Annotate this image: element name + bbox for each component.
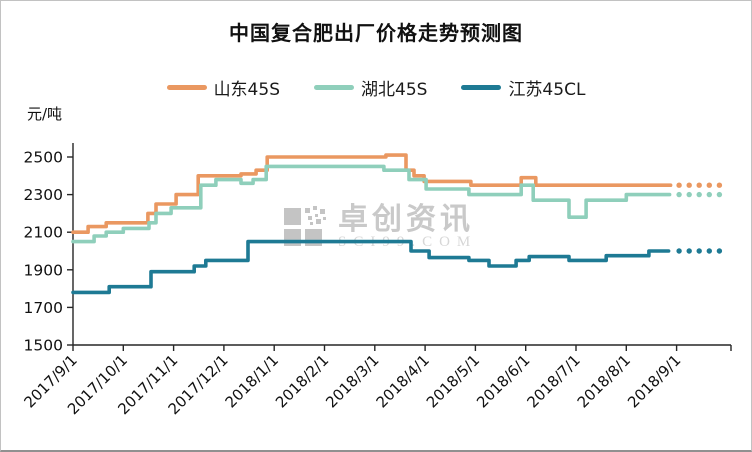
forecast-dot-jiangsu-45cl xyxy=(696,248,702,254)
forecast-dot-hubei-45s xyxy=(686,191,692,198)
chart-title: 中国复合肥出厂价格走势预测图 xyxy=(229,21,523,45)
legend: 山东45S 湖北45S 江苏45CL xyxy=(1,75,751,100)
forecast-dot-hubei-45s xyxy=(676,191,682,198)
x-tick-label: 2018/6/1 xyxy=(473,351,533,411)
legend-label-hubei-45s: 湖北45S xyxy=(361,80,428,100)
y-tick-label: 2300 xyxy=(24,186,63,204)
forecast-dot-shandong-45s xyxy=(686,182,692,188)
x-tick-label: 2018/8/1 xyxy=(574,351,634,411)
x-tick-label: 2018/2/1 xyxy=(272,351,332,411)
x-tick-label: 2018/4/1 xyxy=(373,351,433,411)
y-axis-unit-label: 元/吨 xyxy=(27,105,63,123)
series-line-hubei-45s xyxy=(71,164,672,244)
legend-label-jiangsu-45cl: 江苏45CL xyxy=(508,80,586,100)
forecast-dot-jiangsu-45cl xyxy=(686,248,692,254)
forecast-dot-shandong-45s xyxy=(716,182,723,188)
y-tick-label: 2100 xyxy=(24,224,63,242)
forecast-dot-jiangsu-45cl xyxy=(706,248,712,254)
legend-item-hubei-45s: 湖北45S xyxy=(314,75,427,100)
legend-label-shandong-45s: 山东45S xyxy=(213,80,280,100)
legend-swatch-jiangsu-45cl xyxy=(461,85,502,90)
y-tick-label: 1900 xyxy=(24,261,63,279)
y-tick-label: 1700 xyxy=(24,299,63,317)
legend-swatch-hubei-45s xyxy=(314,85,354,90)
x-tick-label: 2018/1/1 xyxy=(222,351,282,411)
x-tick-label: 2018/5/1 xyxy=(423,351,483,411)
y-tick-label: 1500 xyxy=(24,337,63,355)
forecast-dot-hubei-45s xyxy=(696,191,702,198)
x-tick-label: 2018/7/1 xyxy=(523,351,583,411)
forecast-dot-hubei-45s xyxy=(706,191,712,198)
legend-item-jiangsu-45cl: 江苏45CL xyxy=(461,75,585,100)
series-line-shandong-45s xyxy=(71,153,673,234)
legend-item-shandong-45s: 山东45S xyxy=(166,75,280,100)
forecast-dot-shandong-45s xyxy=(676,182,682,188)
forecast-dot-jiangsu-45cl xyxy=(676,248,682,254)
x-tick-label: 2018/9/1 xyxy=(624,351,684,411)
forecast-dot-shandong-45s xyxy=(706,182,712,188)
forecast-dot-shandong-45s xyxy=(696,182,702,188)
forecast-dot-jiangsu-45cl xyxy=(716,248,723,254)
legend-swatch-shandong-45s xyxy=(166,85,207,90)
series-line-jiangsu-45cl xyxy=(71,239,671,295)
y-tick-label: 2500 xyxy=(24,149,63,167)
forecast-dot-hubei-45s xyxy=(716,191,723,198)
watermark-brand-text: 卓创资讯 xyxy=(338,202,474,237)
x-tick-label: 2018/3/1 xyxy=(322,351,382,411)
